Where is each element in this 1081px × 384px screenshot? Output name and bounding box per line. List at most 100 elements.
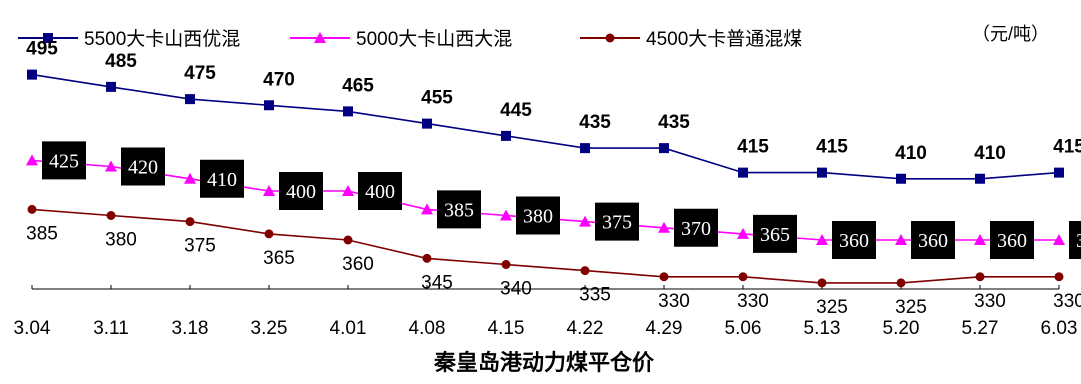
legend-marker <box>43 33 53 43</box>
data-point <box>106 211 116 220</box>
data-point <box>817 167 827 178</box>
data-label: 375 <box>595 202 639 241</box>
data-point <box>27 204 37 214</box>
data-label-text: 385 <box>444 199 474 221</box>
data-point <box>342 185 354 196</box>
data-label: 365 <box>753 214 797 253</box>
series-line <box>31 73 1060 180</box>
data-point <box>1054 272 1064 282</box>
data-label: 470 <box>263 69 295 90</box>
x-tick-label: 4.29 <box>646 318 683 339</box>
data-label-text: 400 <box>286 181 316 203</box>
data-point <box>1054 167 1064 178</box>
data-label: 415 <box>1053 137 1081 158</box>
data-label: 370 <box>674 208 718 247</box>
data-labels: 495 485 475 470 465 455 445 435 435 415 415 410 410 4… <box>26 39 1081 318</box>
data-point <box>580 266 590 276</box>
x-tick-label: 5.13 <box>804 318 841 339</box>
data-label-text: 360 <box>1076 230 1081 252</box>
chart-title: 秦皇岛港动力煤平仓价 <box>433 350 655 375</box>
data-label-text: 380 <box>523 206 553 228</box>
data-point <box>185 94 195 105</box>
data-label: 380 <box>516 196 560 235</box>
data-point <box>263 185 275 196</box>
data-point <box>343 106 353 117</box>
legend-item: 5500大卡山西优混 <box>18 28 240 50</box>
data-point <box>264 229 274 239</box>
legend-marker <box>314 32 326 43</box>
data-label: 420 <box>121 147 165 186</box>
data-label-text: 425 <box>49 150 79 172</box>
data-label-box <box>1069 221 1081 259</box>
legend: 5500大卡山西优混 5000大卡山西大混 4500大卡普通混煤 <box>18 28 802 50</box>
data-point <box>185 217 195 227</box>
data-point <box>896 278 906 288</box>
data-point <box>422 118 432 129</box>
data-point <box>738 272 748 282</box>
data-label: 360 <box>342 254 374 275</box>
data-label: 455 <box>421 88 453 109</box>
data-label: 330 <box>1053 291 1081 312</box>
data-label-text: 360 <box>997 230 1027 252</box>
data-point <box>659 272 669 282</box>
data-label: 330 <box>974 291 1006 312</box>
data-point <box>184 172 196 184</box>
data-point <box>500 209 512 221</box>
data-label-text: 360 <box>918 230 948 252</box>
data-point <box>896 173 906 184</box>
data-point <box>27 69 37 80</box>
data-label: 360 <box>990 221 1034 259</box>
data-label: 465 <box>342 75 374 96</box>
data-label-text: 365 <box>760 224 790 246</box>
data-label-box <box>358 172 402 210</box>
data-point <box>974 234 986 245</box>
data-label: 375 <box>184 236 216 257</box>
data-label: 385 <box>437 190 481 229</box>
data-label: 330 <box>658 291 690 312</box>
data-label-box <box>42 141 86 180</box>
data-label-box <box>437 190 481 229</box>
data-label: 400 <box>279 172 323 210</box>
data-point <box>737 227 749 239</box>
data-point <box>817 278 827 288</box>
legend-label: 4500大卡普通混煤 <box>646 28 802 50</box>
data-label: 400 <box>358 172 402 210</box>
data-label: 380 <box>105 230 137 251</box>
x-tick-label: 3.18 <box>172 318 209 339</box>
data-label-text: 375 <box>602 212 632 234</box>
data-label: 415 <box>816 137 848 158</box>
data-point <box>895 234 907 245</box>
series-group <box>26 69 1065 288</box>
data-label: 425 <box>42 141 86 180</box>
x-tick-label: 6.03 <box>1041 318 1078 339</box>
data-label-box <box>674 208 718 247</box>
data-label-box <box>516 196 560 235</box>
data-label: 325 <box>816 297 848 318</box>
series-line <box>31 208 1059 284</box>
data-point <box>264 100 274 111</box>
data-label: 340 <box>500 279 532 300</box>
unit-label: （元/吨） <box>972 24 1049 44</box>
data-label-box <box>911 221 955 259</box>
data-label: 445 <box>500 100 532 121</box>
data-label-box <box>832 221 876 259</box>
data-label-box <box>753 214 797 253</box>
data-label: 485 <box>105 51 137 72</box>
data-label: 415 <box>737 137 769 158</box>
x-tick-label: 5.06 <box>725 318 762 339</box>
data-label-text: 360 <box>839 230 869 252</box>
legend-label: 5500大卡山西优混 <box>84 28 240 50</box>
data-label-box <box>121 147 165 186</box>
data-label: 335 <box>579 285 611 306</box>
x-tick-label: 5.27 <box>962 318 999 339</box>
data-label: 360 <box>832 221 876 259</box>
data-label: 365 <box>263 248 295 269</box>
x-axis: 3.04 3.11 3.18 3.25 4.01 4.08 4.15 4.22 4.29 5.06… <box>14 285 1078 339</box>
x-tick-label: 3.11 <box>93 318 129 339</box>
x-tick-label: 3.04 <box>14 318 51 339</box>
legend-item: 4500大卡普通混煤 <box>580 28 802 50</box>
data-label-text: 370 <box>681 218 711 240</box>
data-label-box <box>279 172 323 210</box>
data-point <box>106 81 116 92</box>
